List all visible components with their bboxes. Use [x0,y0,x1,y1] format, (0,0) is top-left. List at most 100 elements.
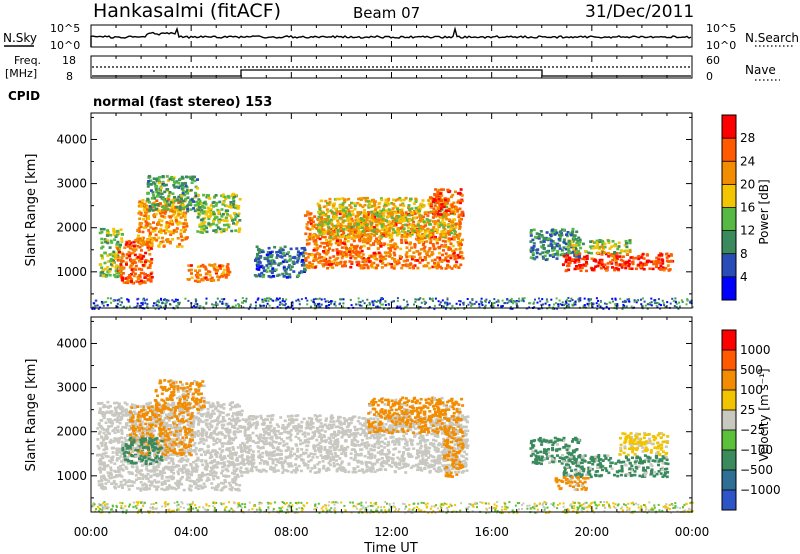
scatter-cell [398,254,402,258]
scatter-cell [113,257,117,260]
scatter-cell [357,253,361,256]
scatter-cell [397,259,401,262]
scatter-cell [453,209,457,213]
scatter-cell [667,268,671,272]
scatter-cell [313,253,317,257]
ground-scatter-cell [679,507,682,510]
ground-scatter-cell [510,299,512,302]
scatter-cell [257,257,261,261]
ground-scatter-cell [386,307,389,310]
scatter-cell [396,207,400,211]
ground-scatter-cell [622,509,625,512]
scatter-cell [644,261,648,265]
scatter-cell [323,231,327,234]
ground-scatter-cell [433,307,436,310]
scatter-cell [176,214,180,218]
ground-scatter-cell [664,505,667,507]
scatter-cell [169,230,173,233]
ytick-label: 2000 [56,221,87,235]
ground-scatter-cell [203,307,205,310]
scatter-cell [125,241,129,245]
scatter-cell [324,214,328,218]
scatter-cell [360,221,364,225]
scatter-cell [334,241,338,245]
scatter-cell [329,236,333,239]
scatter-cell [347,229,351,233]
scatter-cell [534,235,537,239]
ground-scatter-cell [128,305,131,308]
scatter-cell [307,253,311,256]
scatter-cell [209,204,213,207]
scatter-cell [580,266,584,270]
scatter-cell [336,253,340,256]
ground-scatter-cell [162,306,165,309]
ground-scatter-cell [489,304,492,307]
ground-scatter-cell [600,301,603,303]
scatter-cell [362,221,366,224]
ground-scatter-cell [675,305,678,308]
scatter-cell [137,260,141,263]
ground-scatter-cell [439,504,442,507]
ground-scatter-cell [258,503,261,505]
scatter-cell [400,241,404,244]
ground-scatter-cell [418,510,420,513]
scatter-cell [216,226,220,229]
ground-scatter-cell [314,302,317,305]
scatter-cell [283,245,287,249]
scatter-cell [146,208,149,211]
ground-scatter-cell [391,300,394,303]
ground-scatter-cell [366,304,369,307]
scatter-cell [164,210,168,213]
scatter-cell [349,206,353,209]
scatter-cell [391,216,395,220]
ground-scatter-cell [624,300,626,303]
scatter-cell [367,257,371,260]
scatter-cell [304,252,308,255]
ground-scatter-cell [360,504,363,507]
scatter-cell [444,244,448,247]
scatter-cell [333,258,337,262]
scatter-cell [338,204,342,208]
ground-scatter-cell [105,503,108,506]
scatter-cell [265,270,269,273]
scatter-cell [198,280,202,283]
ground-scatter-cell [532,302,535,305]
scatter-cell [232,222,235,225]
ground-scatter-cell [245,300,247,303]
scatter-cell [133,253,137,257]
scatter-cell [399,247,403,251]
scatter-cell [613,268,617,272]
scatter-cell [157,221,160,224]
scatter-cell [376,228,380,232]
scatter-cell [124,277,128,280]
scatter-cell [397,215,401,218]
scatter-cell [195,275,199,279]
scatter-cell [454,248,458,251]
scatter-cell [610,262,614,265]
scatter-cell [375,219,378,222]
ytick-label: 4000 [56,132,87,146]
scatter-cell [215,215,219,219]
scatter-cell [113,418,117,422]
ground-scatter-cell [395,508,397,511]
scatter-cell [305,213,309,217]
scatter-cell [353,228,357,231]
scatter-cell [419,248,423,251]
scatter-cell [388,220,391,224]
scatter-cell [152,193,155,197]
scatter-cell [407,226,411,230]
scatter-cell [225,219,229,223]
scatter-cell [161,236,164,240]
scatter-cell [205,230,209,234]
scatter-cell [362,259,366,262]
scatter-cell [410,255,414,258]
scatter-cell [564,247,568,251]
scatter-cell [238,197,242,201]
ground-scatter-cell [94,305,97,308]
scatter-cell [323,235,327,239]
scatter-cell [140,205,143,208]
ground-scatter-cell [604,507,607,509]
scatter-cell [409,262,413,265]
scatter-cell [578,265,582,269]
scatter-cell [325,252,329,256]
